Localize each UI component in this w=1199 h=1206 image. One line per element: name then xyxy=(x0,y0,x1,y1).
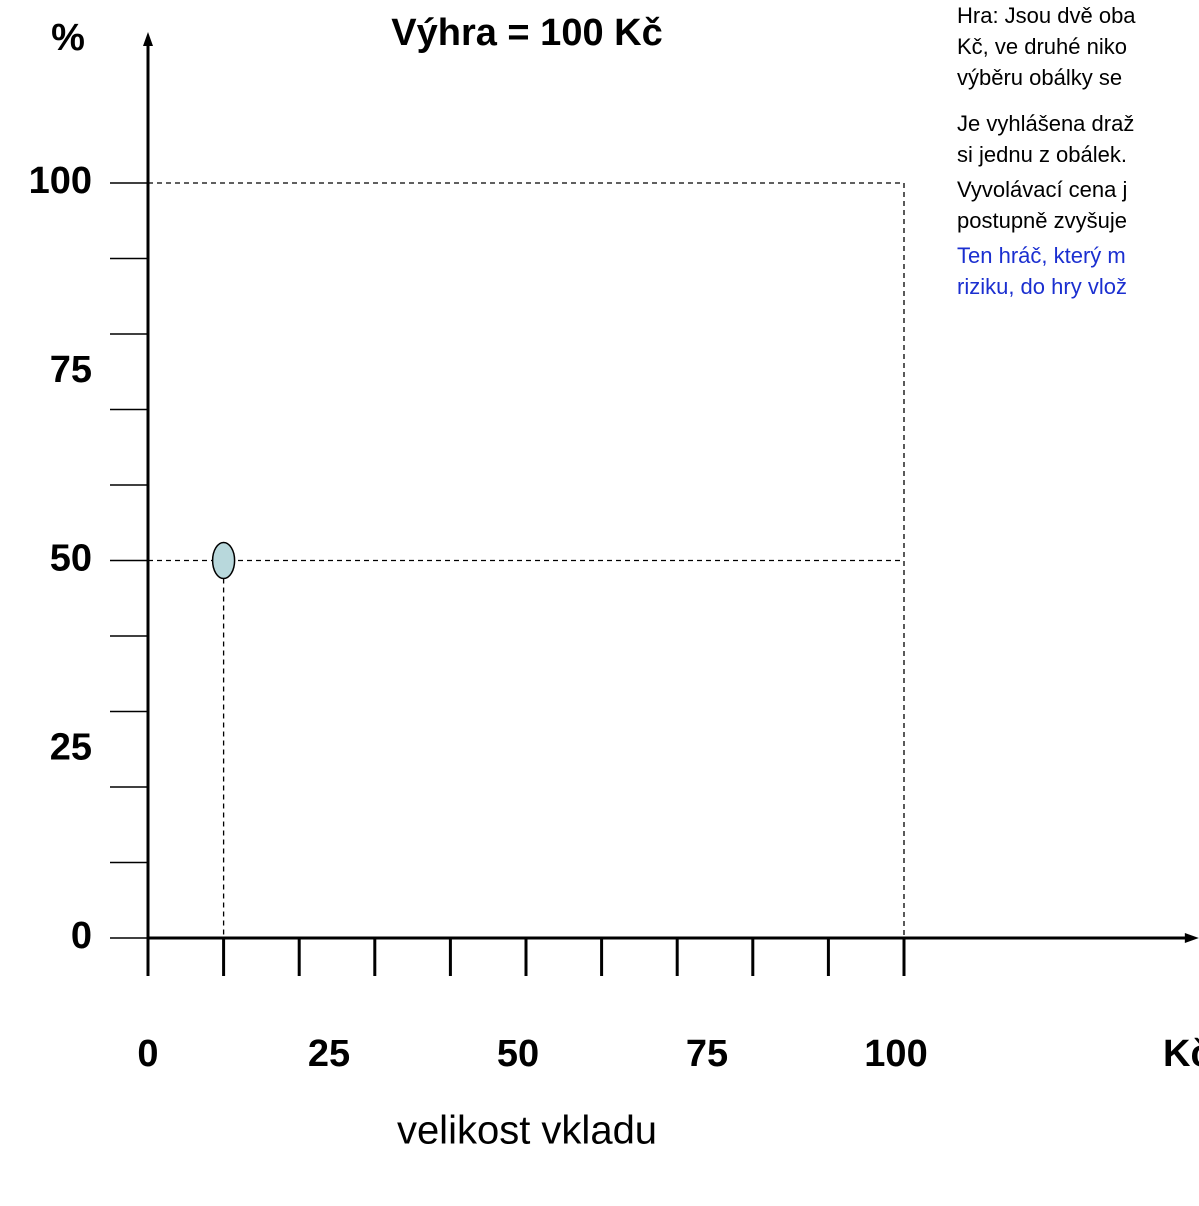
y-tick-label: 75 xyxy=(50,349,92,391)
note-text: Je vyhlášena draž xyxy=(957,111,1134,136)
note-text: postupně zvyšuje xyxy=(957,208,1127,233)
y-tick-label: 0 xyxy=(71,915,92,957)
point xyxy=(211,541,236,580)
x-tick-label: 0 xyxy=(137,1033,158,1075)
x-tick-label: 25 xyxy=(308,1033,350,1075)
y-tick-label: 50 xyxy=(50,538,92,580)
x-tick-label: 100 xyxy=(864,1033,927,1075)
note-text: Hra: Jsou dvě oba xyxy=(957,3,1136,28)
note-text: Vyvolávací cena j xyxy=(957,177,1127,202)
x-tick-label: 75 xyxy=(686,1033,728,1075)
chart-title: Výhra = 100 Kč xyxy=(391,12,662,54)
note-text: Kč, ve druhé niko xyxy=(957,34,1127,59)
note-text: výběru obálky se xyxy=(957,65,1122,90)
y-unit: % xyxy=(51,17,85,59)
x-unit: Kč xyxy=(1163,1033,1199,1075)
note-text: Ten hráč, který m xyxy=(957,243,1126,268)
x-tick-label: 50 xyxy=(497,1033,539,1075)
y-tick-label: 100 xyxy=(29,160,92,202)
x-axis-arrow xyxy=(1184,933,1199,943)
note-text: riziku, do hry vlož xyxy=(957,274,1127,299)
y-tick-label: 25 xyxy=(50,726,92,768)
note-text: si jednu z obálek. xyxy=(957,142,1127,167)
x-axis-label: velikost vkladu xyxy=(397,1109,657,1153)
y-axis-arrow xyxy=(143,32,153,46)
